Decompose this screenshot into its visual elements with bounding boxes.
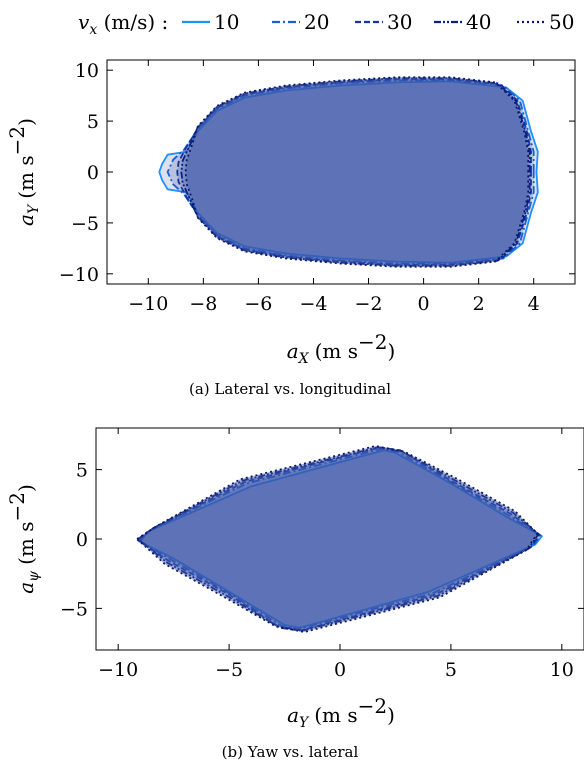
x-tick-label: 10 [550, 659, 574, 681]
plot-area-a [158, 76, 539, 268]
y-tick-label: −10 [59, 264, 99, 286]
legend-label-20: 20 [304, 10, 329, 34]
y-tick-label: 5 [87, 111, 99, 133]
series-40-region [137, 446, 540, 632]
y-tick-label: 0 [76, 529, 88, 551]
series-50-region [184, 76, 530, 268]
y-tick-label: 5 [76, 460, 88, 482]
series-10-region [158, 80, 539, 264]
panel-a: −10 −8 −6 −4 −2 0 2 4 −10 −5 0 5 10 aX (m s−2) aY(m s… [5, 59, 576, 398]
y-tick-label: −5 [71, 213, 99, 235]
x-tick-label: 0 [418, 293, 430, 315]
x-axis-label-b: aY (m s−2) [287, 694, 395, 731]
x-tick-label: −5 [215, 659, 243, 681]
series-30-region [137, 446, 541, 632]
x-tick-label: −10 [98, 659, 138, 681]
x-tick-label: −4 [299, 293, 327, 315]
ticks-b: −10 −5 0 5 10 −5 0 5 [60, 428, 584, 681]
legend-label-50: 50 [549, 10, 574, 34]
x-tick-label: −6 [244, 293, 272, 315]
y-tick-label: 10 [75, 60, 99, 82]
legend-label-40: 40 [466, 10, 491, 34]
series-10-region [139, 449, 543, 629]
x-tick-label: 0 [334, 659, 346, 681]
y-tick-label: −5 [60, 598, 88, 620]
caption-b: (b) Yaw vs. lateral [222, 743, 359, 761]
x-tick-label: −10 [128, 293, 168, 315]
x-axis-label-a: aX (m s−2) [287, 330, 396, 367]
caption-a: (a) Lateral vs. longitudinal [189, 380, 391, 398]
y-tick-label: 0 [87, 162, 99, 184]
legend: vx (m/s) : 10 20 30 40 50 [78, 10, 574, 38]
plot-area-b [136, 445, 543, 633]
x-tick-label: −8 [189, 293, 217, 315]
panel-b: −10 −5 0 5 10 −5 0 5 aY (m s−2) aψ(m s−2) (b) Ya… [5, 427, 584, 761]
legend-label-10: 10 [214, 10, 239, 34]
x-tick-label: 4 [528, 293, 540, 315]
ticks-a: −10 −8 −6 −4 −2 0 2 4 −10 −5 0 5 10 [59, 60, 575, 315]
series-40-region [180, 77, 531, 267]
y-axis-label-b: aψ(m s−2) [5, 484, 42, 594]
series-20-region [166, 79, 535, 265]
legend-label-30: 30 [387, 10, 412, 34]
x-tick-label: 5 [445, 659, 457, 681]
legend-label: vx (m/s) : [78, 10, 168, 38]
y-axis-label-a: aY(m s−2) [5, 118, 42, 226]
series-20-region [138, 447, 542, 631]
x-tick-label: 2 [473, 293, 485, 315]
x-tick-label: −2 [355, 293, 383, 315]
series-50-region [136, 445, 539, 633]
